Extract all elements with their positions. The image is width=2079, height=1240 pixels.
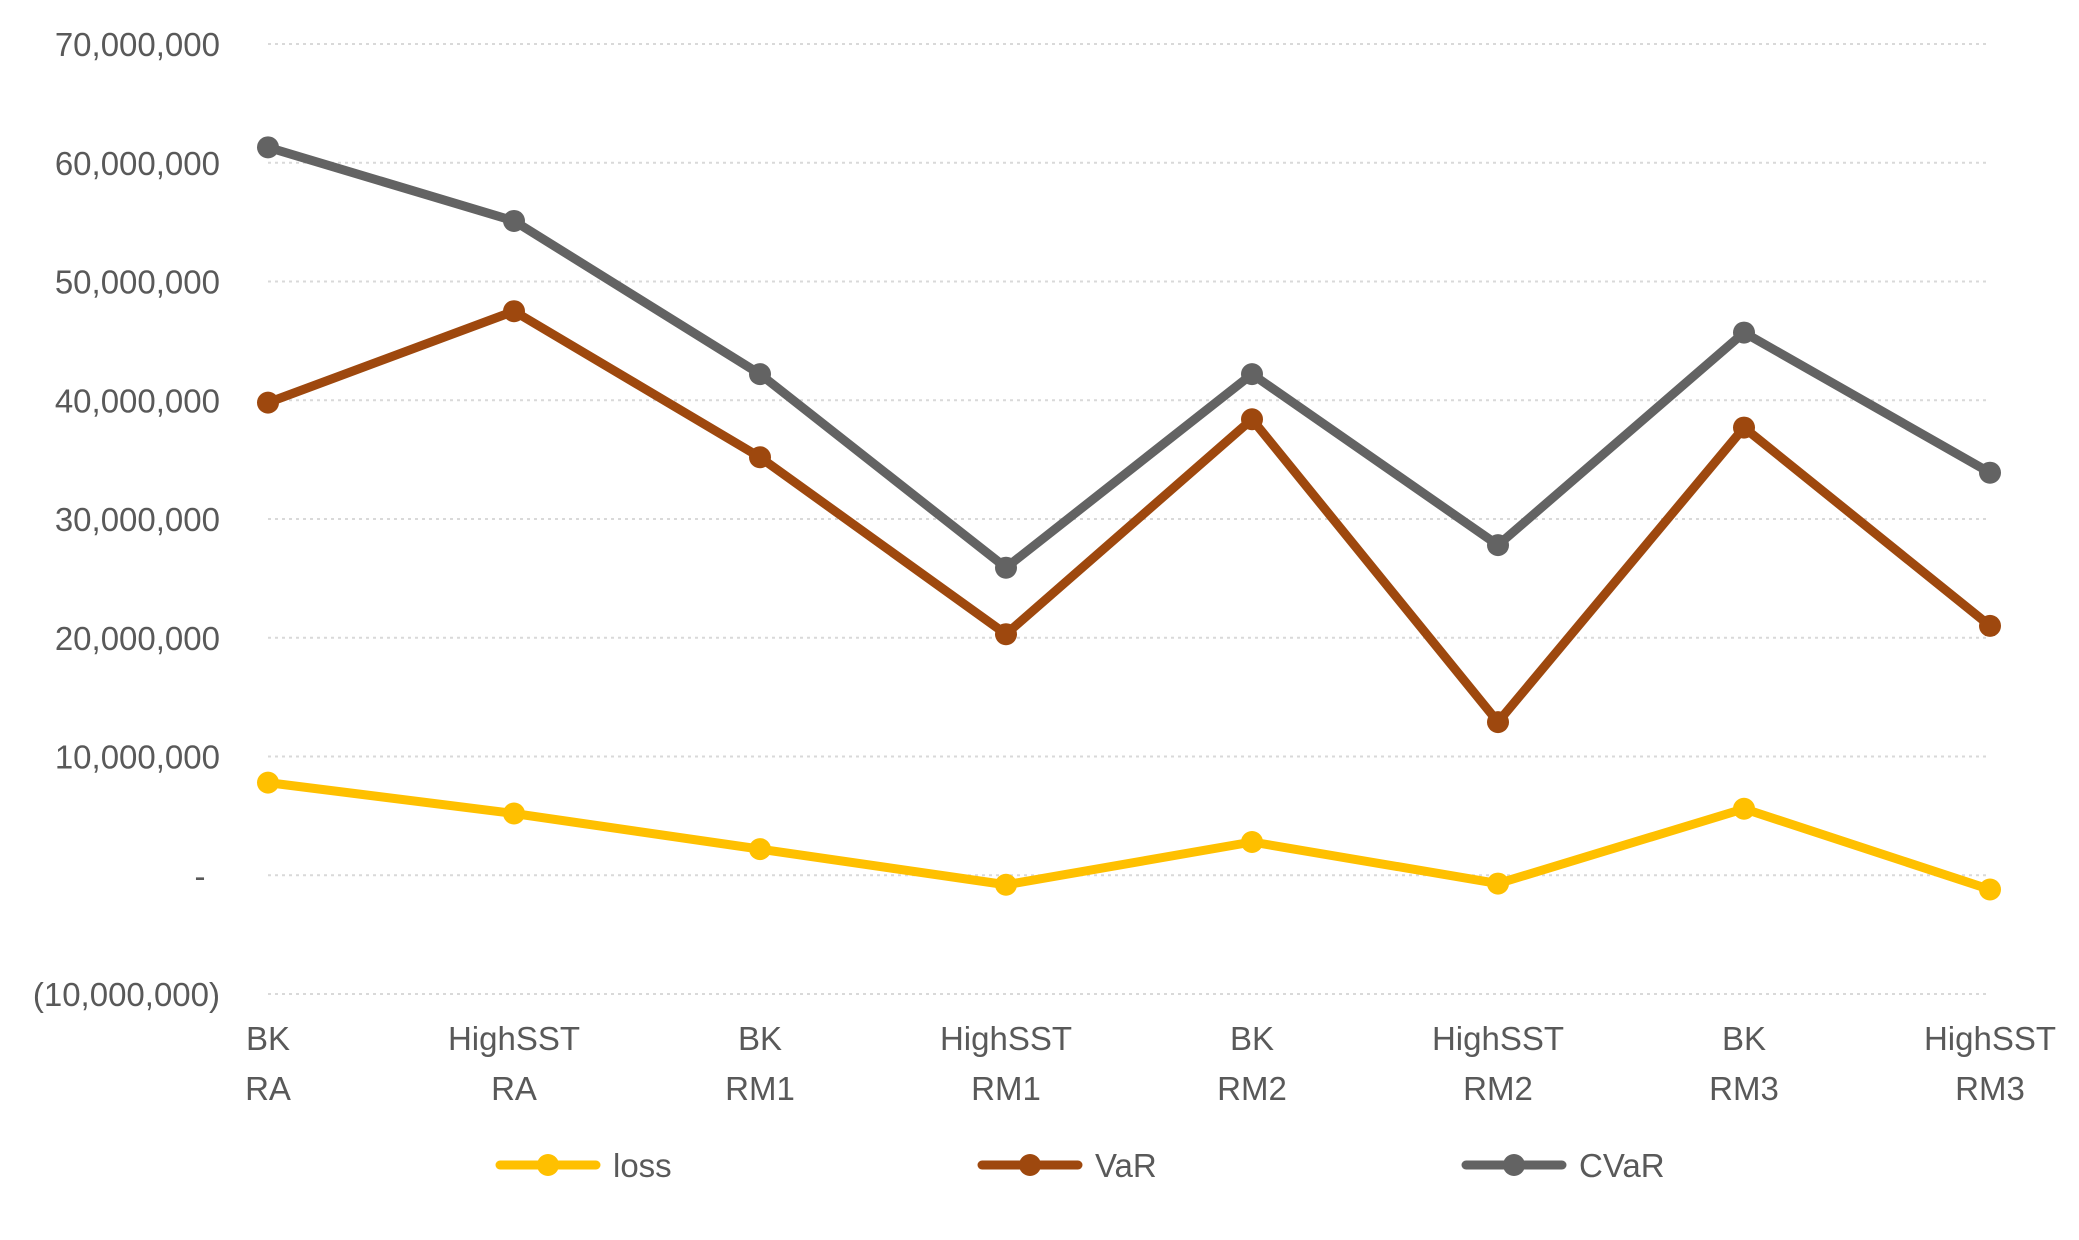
data-point	[257, 136, 279, 159]
data-point	[1733, 321, 1755, 344]
y-tick-label: 70,000,000	[55, 26, 220, 63]
x-tick-label: RM1	[971, 1070, 1041, 1107]
data-point	[1979, 614, 2001, 637]
data-point	[1733, 797, 1755, 820]
data-point	[1979, 461, 2001, 484]
x-tick-label: HighSST	[448, 1020, 580, 1057]
x-tick-label: HighSST	[940, 1020, 1072, 1057]
gridlines	[268, 43, 1990, 995]
y-tick-label: -	[195, 857, 206, 894]
data-point	[995, 873, 1017, 896]
series-line	[263, 306, 1995, 727]
x-tick-label: HighSST	[1924, 1020, 2056, 1057]
x-tick-label: BK	[1230, 1020, 1274, 1057]
x-axis-tick-labels: BK RA HighSST RA BK RM1 HighSST RM1 BK RM2 HighSST…	[245, 1020, 2056, 1107]
y-axis-tick-labels: 70,000,000 60,000,000 50,000,000 40,000,000…	[33, 26, 220, 1013]
data-point	[749, 838, 771, 861]
data-point	[1979, 878, 2001, 901]
series-cvar	[257, 136, 2001, 579]
data-point	[995, 556, 1017, 579]
legend-item: VaR	[977, 1147, 1157, 1184]
x-tick-label: HighSST	[1432, 1020, 1564, 1057]
legend-item: loss	[495, 1147, 672, 1184]
x-tick-label: RA	[245, 1070, 291, 1107]
x-tick-label: RM2	[1463, 1070, 1533, 1107]
y-tick-label: 40,000,000	[55, 382, 220, 419]
legend-swatch-marker	[1019, 1154, 1041, 1176]
legend-label: loss	[613, 1147, 672, 1184]
data-point	[1241, 831, 1263, 853]
series-lines	[257, 136, 2001, 901]
x-tick-label: BK	[738, 1020, 782, 1057]
x-tick-label: RM3	[1709, 1070, 1779, 1107]
x-tick-label: BK	[1722, 1020, 1766, 1057]
data-point	[257, 391, 279, 414]
x-tick-label: RM3	[1955, 1070, 2025, 1107]
data-point	[1487, 872, 1509, 895]
x-tick-label: RM2	[1217, 1070, 1287, 1107]
y-tick-label: 60,000,000	[55, 145, 220, 182]
legend-label: CVaR	[1579, 1147, 1665, 1184]
x-tick-label: RM1	[725, 1070, 795, 1107]
y-tick-label: 30,000,000	[55, 501, 220, 538]
data-point	[1487, 534, 1509, 557]
legend-swatch-marker	[537, 1154, 559, 1176]
y-tick-label: 20,000,000	[55, 620, 220, 657]
data-point	[1241, 408, 1263, 431]
legend-item: CVaR	[1461, 1147, 1665, 1184]
legend-label: VaR	[1095, 1147, 1157, 1184]
data-point	[1487, 711, 1509, 734]
legend-swatch-marker	[1503, 1154, 1525, 1176]
series-var	[257, 300, 2001, 734]
data-point	[257, 771, 279, 794]
series-loss	[257, 771, 2001, 901]
series-line	[263, 142, 1995, 573]
y-tick-label: 50,000,000	[55, 264, 220, 301]
y-tick-label: 10,000,000	[55, 739, 220, 776]
data-point	[749, 446, 771, 469]
data-point	[995, 623, 1017, 646]
x-tick-label: BK	[246, 1020, 290, 1057]
data-point	[1241, 363, 1263, 386]
data-point	[503, 300, 525, 323]
data-point	[503, 802, 525, 825]
legend: loss VaR CVaR	[495, 1147, 1665, 1184]
series-line	[263, 778, 1995, 894]
data-point	[749, 363, 771, 386]
data-point	[503, 209, 525, 232]
data-point	[1733, 416, 1755, 439]
x-tick-label: RA	[491, 1070, 537, 1107]
y-tick-label: (10,000,000)	[33, 976, 220, 1013]
